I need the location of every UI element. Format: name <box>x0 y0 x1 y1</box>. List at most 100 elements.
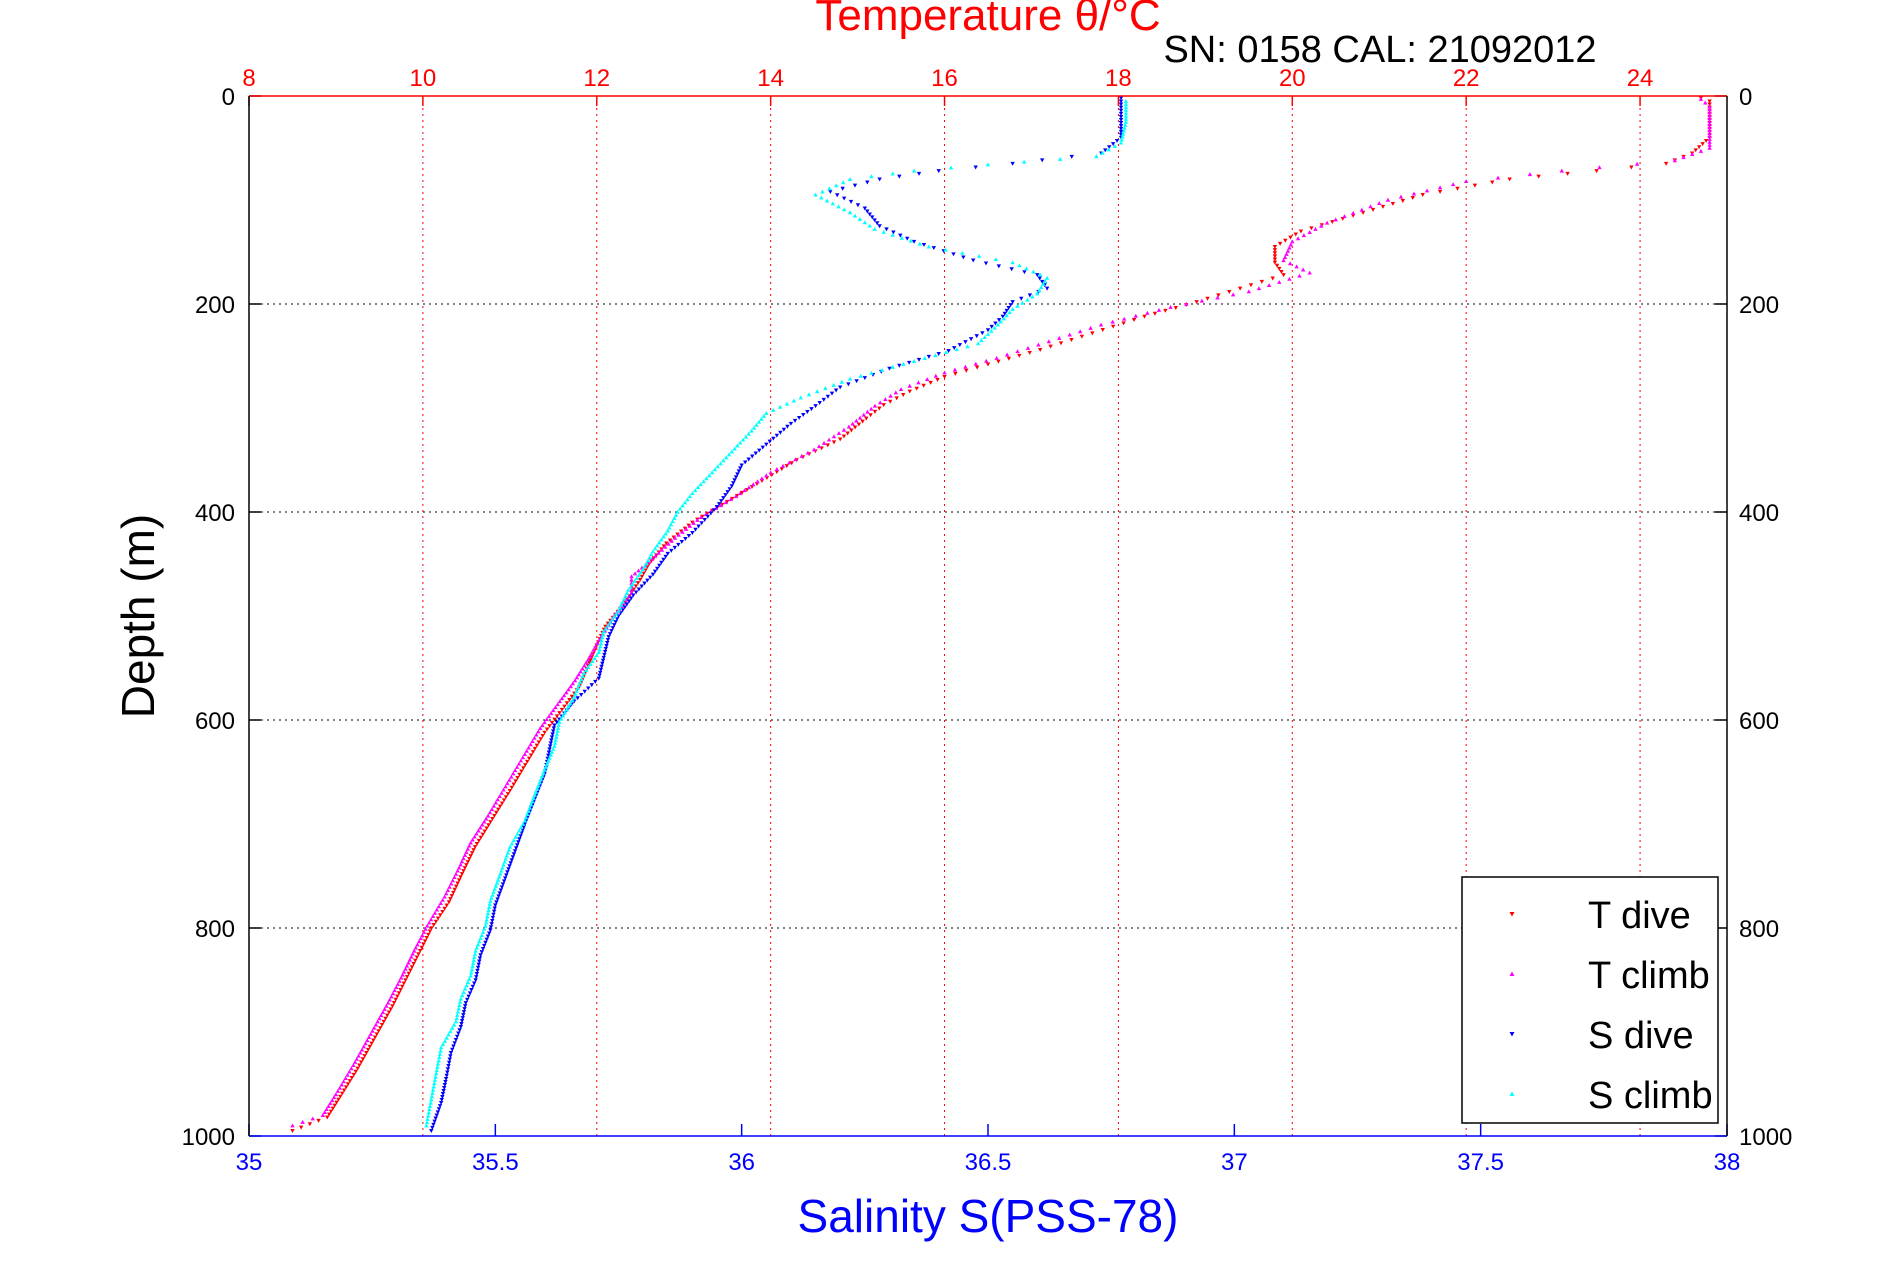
data-point <box>403 978 408 983</box>
data-point <box>841 196 847 201</box>
data-point <box>831 382 836 387</box>
data-point <box>852 425 858 430</box>
data-point <box>459 1019 465 1024</box>
data-point <box>661 534 666 539</box>
data-point <box>633 584 639 589</box>
data-point <box>1035 273 1040 278</box>
data-point <box>461 1013 466 1018</box>
temperature-tick-label: 18 <box>1105 65 1132 92</box>
data-point <box>505 781 510 786</box>
data-point <box>494 880 500 885</box>
data-point <box>598 641 604 646</box>
data-point <box>1010 161 1015 166</box>
depth-tick-label-right: 200 <box>1739 292 1779 319</box>
data-point <box>580 673 585 678</box>
data-point <box>891 230 896 235</box>
data-point <box>518 758 524 763</box>
data-point <box>422 939 428 944</box>
data-point <box>526 808 531 813</box>
data-point <box>1248 283 1254 288</box>
data-point <box>774 470 780 475</box>
data-point <box>1455 186 1460 191</box>
data-point <box>770 407 776 412</box>
data-point <box>539 773 545 778</box>
data-point <box>532 735 537 740</box>
data-point <box>965 344 970 349</box>
data-point <box>714 505 720 509</box>
data-point <box>354 1056 360 1061</box>
data-point <box>386 1010 392 1015</box>
data-point <box>865 409 870 414</box>
data-point <box>343 1085 349 1090</box>
data-point <box>1277 266 1282 271</box>
data-point <box>580 666 585 671</box>
data-point <box>751 425 757 430</box>
data-point <box>1123 119 1129 124</box>
data-point <box>467 991 473 996</box>
data-point <box>655 543 660 548</box>
data-point <box>738 440 743 445</box>
data-point <box>942 375 947 379</box>
data-point <box>729 484 735 489</box>
data-point <box>349 1076 355 1080</box>
data-point <box>963 364 968 369</box>
data-point <box>1004 308 1009 313</box>
data-point <box>666 541 671 546</box>
data-point <box>897 174 902 179</box>
data-point <box>624 590 630 595</box>
data-point <box>607 620 613 625</box>
data-point <box>516 761 522 766</box>
data-point <box>448 897 453 902</box>
data-point <box>699 521 704 526</box>
data-point <box>525 812 530 817</box>
data-point <box>530 799 535 804</box>
data-point <box>368 1031 373 1036</box>
data-point <box>657 540 662 545</box>
data-point <box>377 1016 382 1021</box>
data-point <box>440 1091 446 1096</box>
data-point <box>1266 283 1272 288</box>
data-point <box>505 850 511 855</box>
data-point <box>371 1025 377 1030</box>
data-points <box>290 96 1712 1133</box>
data-point <box>555 702 560 707</box>
data-point <box>470 961 476 966</box>
data-point <box>1707 113 1712 118</box>
legend-marker <box>1509 1032 1515 1037</box>
data-point <box>659 537 664 542</box>
data-point <box>864 416 869 421</box>
data-point <box>438 1100 444 1105</box>
data-point <box>600 635 605 640</box>
data-point <box>307 1122 313 1127</box>
data-point <box>1281 273 1286 278</box>
data-point <box>1100 150 1105 155</box>
data-point <box>567 698 572 702</box>
data-point <box>373 1022 379 1027</box>
data-point <box>497 804 503 809</box>
data-point <box>576 682 582 687</box>
data-point <box>784 401 790 406</box>
data-point <box>974 365 980 370</box>
data-point <box>638 569 644 574</box>
data-point <box>464 849 469 854</box>
data-point <box>503 856 508 861</box>
data-point <box>1122 125 1127 130</box>
data-point <box>448 881 454 886</box>
data-point <box>1039 285 1044 290</box>
data-point <box>1463 179 1469 184</box>
data-point <box>473 978 478 983</box>
data-point <box>403 966 408 971</box>
data-point <box>392 988 397 993</box>
data-point <box>555 728 560 733</box>
data-point <box>1698 96 1704 101</box>
data-point <box>711 508 717 513</box>
data-point <box>621 596 627 601</box>
data-point <box>462 1007 467 1012</box>
data-point <box>421 942 426 947</box>
data-point <box>680 503 685 508</box>
data-point <box>1004 352 1010 357</box>
data-point <box>597 647 602 652</box>
data-point <box>926 244 932 249</box>
data-point <box>493 883 499 888</box>
data-point <box>983 261 989 266</box>
